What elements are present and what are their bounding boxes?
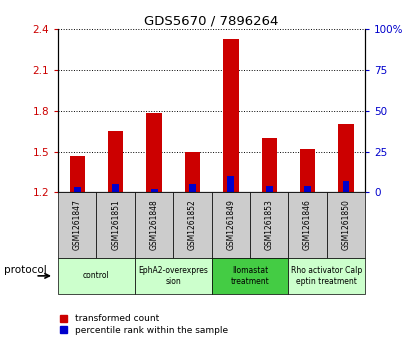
Bar — [212, 192, 250, 258]
Bar — [146, 113, 162, 192]
Text: Ilomastat
treatment: Ilomastat treatment — [231, 266, 269, 286]
Bar — [58, 192, 96, 258]
Text: GSM1261850: GSM1261850 — [342, 200, 351, 250]
Bar — [185, 152, 200, 192]
Bar — [227, 176, 234, 192]
Text: GSM1261847: GSM1261847 — [73, 200, 82, 250]
Bar — [288, 258, 365, 294]
Bar — [212, 258, 288, 294]
Text: GSM1261853: GSM1261853 — [265, 200, 274, 250]
Bar — [173, 192, 212, 258]
Text: EphA2-overexpres
sion: EphA2-overexpres sion — [138, 266, 208, 286]
Bar — [135, 258, 212, 294]
Bar — [189, 184, 196, 192]
Title: GDS5670 / 7896264: GDS5670 / 7896264 — [144, 15, 279, 28]
Text: protocol: protocol — [4, 265, 47, 276]
Bar — [96, 192, 135, 258]
Bar — [151, 189, 158, 192]
Bar — [58, 258, 135, 294]
Text: GSM1261851: GSM1261851 — [111, 200, 120, 250]
Bar — [70, 156, 85, 192]
Text: Rho activator Calp
eptin treatment: Rho activator Calp eptin treatment — [291, 266, 362, 286]
Bar — [108, 131, 123, 192]
Bar — [74, 188, 81, 192]
Bar — [300, 149, 315, 192]
Bar — [338, 124, 354, 192]
Bar — [266, 186, 273, 192]
Bar — [223, 38, 239, 192]
Legend: transformed count, percentile rank within the sample: transformed count, percentile rank withi… — [59, 313, 229, 337]
Bar — [304, 186, 311, 192]
Text: GSM1261846: GSM1261846 — [303, 200, 312, 250]
Text: control: control — [83, 272, 110, 280]
Text: GSM1261852: GSM1261852 — [188, 200, 197, 250]
Bar — [112, 184, 119, 192]
Bar — [327, 192, 365, 258]
Text: GSM1261848: GSM1261848 — [149, 200, 159, 250]
Bar — [261, 138, 277, 192]
Bar — [250, 192, 288, 258]
Bar — [342, 181, 349, 192]
Bar — [135, 192, 173, 258]
Text: GSM1261849: GSM1261849 — [226, 200, 235, 250]
Bar — [288, 192, 327, 258]
